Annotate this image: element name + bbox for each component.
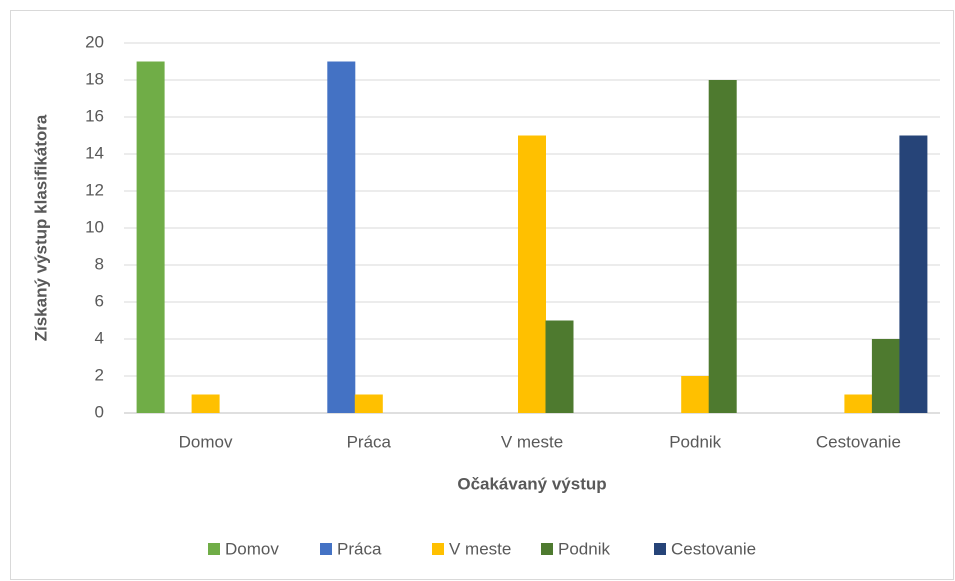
legend-label: V meste	[449, 539, 511, 558]
bar	[871, 339, 900, 413]
x-tick-label: Podnik	[669, 432, 721, 451]
legend-swatch	[432, 543, 444, 555]
x-tick-label: V meste	[501, 432, 563, 451]
x-tick-label: Domov	[179, 432, 233, 451]
bar	[681, 376, 710, 413]
legend-swatch	[208, 543, 220, 555]
legend-swatch	[654, 543, 666, 555]
y-tick-label: 10	[85, 217, 104, 236]
y-tick-label: 18	[85, 69, 104, 88]
legend-swatch	[541, 543, 553, 555]
legend-label: Cestovanie	[671, 539, 756, 558]
bar	[518, 135, 546, 413]
chart-border	[10, 10, 954, 580]
y-tick-label: 16	[85, 106, 104, 125]
y-tick-label: 8	[95, 254, 104, 273]
bar	[545, 320, 574, 413]
y-tick-label: 12	[85, 180, 104, 199]
legend-swatch	[320, 543, 332, 555]
y-tick-label: 14	[85, 143, 104, 162]
bar	[327, 61, 356, 413]
bar	[899, 135, 928, 413]
y-tick-label: 2	[95, 365, 104, 384]
y-tick-label: 20	[85, 32, 104, 51]
bar	[708, 80, 737, 413]
y-tick-label: 6	[95, 291, 104, 310]
x-axis-title: Očakávaný výstup	[457, 474, 606, 493]
x-tick-label: Práca	[347, 432, 392, 451]
x-tick-label: Cestovanie	[816, 432, 901, 451]
y-tick-label: 4	[95, 328, 104, 347]
y-axis-title: Získaný výstup klasifikátora	[31, 114, 50, 341]
bar	[354, 394, 383, 413]
legend-label: Práca	[337, 539, 382, 558]
bar	[844, 394, 873, 413]
y-tick-label: 0	[95, 402, 104, 421]
bar	[136, 61, 165, 413]
legend-label: Podnik	[558, 539, 610, 558]
legend-label: Domov	[225, 539, 279, 558]
bar	[191, 394, 220, 413]
